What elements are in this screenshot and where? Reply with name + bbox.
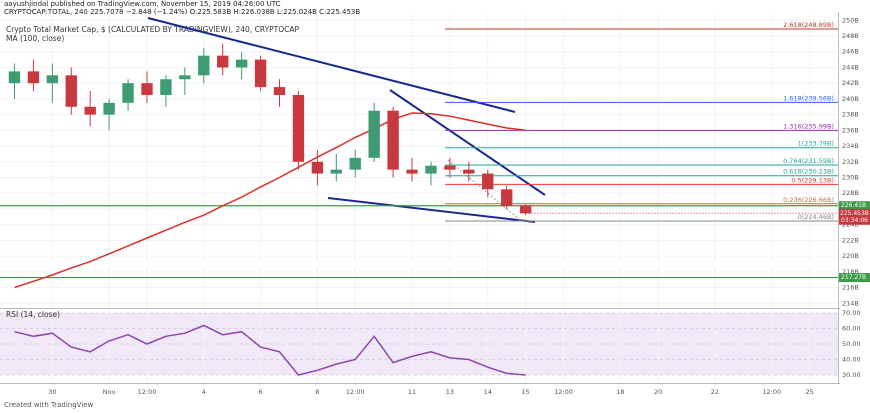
candle-body [501, 189, 513, 206]
footer-box [2, 400, 38, 410]
y-tick-label: 240B [842, 95, 859, 103]
grid [0, 14, 838, 383]
x-tick-label: 12:00 [762, 388, 781, 396]
rsi-tick-label: 40.00 [842, 355, 861, 363]
x-tick-label: 4 [202, 388, 206, 396]
fib-label: 1.316(235.99B) [783, 122, 834, 130]
rsi-tick-label: 70.00 [842, 309, 861, 317]
candle-body [311, 161, 324, 174]
trend-line [147, 17, 516, 113]
candle-body [292, 94, 305, 162]
candle-body [217, 55, 229, 68]
ma-legend: MA (100, close) [6, 34, 64, 43]
candle-body [463, 169, 475, 174]
fib-label: 0.764(231.59B) [783, 157, 834, 165]
y-tick-label: 230B [842, 174, 859, 182]
price-tag [839, 201, 870, 211]
trend-line [389, 89, 546, 196]
y-tick-label: 214B [842, 299, 859, 307]
candle-body [160, 79, 172, 95]
y-tick-label: 242B [842, 79, 859, 87]
countdown: 03:34:06 [841, 217, 868, 224]
x-tick-label: 13 [446, 388, 454, 396]
fib-label: 1(233.79B) [798, 140, 834, 148]
x-tick-label: 30 [48, 388, 56, 396]
y-tick-label: 246B [842, 48, 859, 56]
x-tick-label: 6 [259, 388, 263, 396]
candle-body [330, 169, 342, 174]
fib-label: 0.618(230.23B) [783, 168, 834, 176]
candle-body [84, 106, 96, 115]
y-tick-label: 248B [842, 32, 859, 40]
x-tick-label: 14 [484, 388, 492, 396]
y-tick-label: 238B [842, 111, 859, 119]
x-tick-label: 8 [315, 388, 319, 396]
x-tick-label: 20 [654, 388, 662, 396]
price-tag-label: 225.453B [840, 210, 869, 217]
price-tag [839, 273, 870, 283]
candle-body [254, 59, 267, 88]
candle-body [198, 55, 210, 76]
candle-body [349, 157, 361, 170]
y-tick-label: 250B [842, 16, 859, 24]
ma-line [14, 112, 526, 289]
candle-body [273, 87, 286, 95]
candle-body [387, 110, 399, 170]
x-tick-label: 22 [711, 388, 719, 396]
y-tick-label: 228B [842, 189, 859, 197]
y-tick-label: 236B [842, 126, 859, 134]
rsi-tick-label: 30.00 [842, 371, 861, 379]
fib-label: 0.5(229.13B) [791, 176, 834, 184]
candle-body [46, 75, 59, 84]
fib-label: 2.618(248.89B) [783, 21, 834, 29]
chart-title: Crypto Total Market Cap, $ (CALCULATED B… [6, 25, 300, 34]
y-tick-label: 244B [842, 63, 859, 71]
candle-body [122, 83, 134, 103]
candle-body [406, 169, 418, 174]
rsi-tick-label: 60.00 [842, 325, 861, 333]
y-tick-label: 216B [842, 284, 859, 292]
x-tick-label: 12:00 [346, 388, 365, 396]
footer: Created with TradingView [4, 401, 94, 409]
candle-body [8, 71, 21, 84]
candle-body [65, 75, 77, 107]
fib-label: 0(224.46B) [798, 213, 834, 221]
candle-body [141, 83, 153, 95]
x-tick-label: 15 [521, 388, 529, 396]
candle-body [519, 205, 532, 214]
candle-body [27, 71, 40, 84]
rsi-line [14, 324, 526, 376]
symbol-line: CRYPTOCAP:TOTAL, 240 225.7078 −2.848 (−1… [4, 8, 360, 16]
x-tick-label: 25 [805, 388, 813, 396]
x-tick-label: 12:00 [554, 388, 573, 396]
price-tag [839, 208, 870, 225]
candle-body [179, 75, 191, 80]
x-tick-label: 11 [408, 388, 416, 396]
published: aayushjindal published on TradingView.co… [4, 0, 281, 8]
candle-body [425, 165, 437, 174]
y-tick-label: 232B [842, 158, 859, 166]
rsi-legend: RSI (14, close) [6, 310, 60, 319]
rsi-tick-label: 50.00 [842, 340, 861, 348]
candle-body [368, 110, 380, 158]
x-tick-label: Nov [103, 388, 116, 396]
trend-line [327, 197, 536, 223]
y-tick-label: 218B [842, 268, 859, 276]
fib-label: 0.236(226.66B) [783, 196, 834, 204]
y-tick-label: 220B [842, 252, 859, 260]
candle-body [235, 59, 248, 68]
candle-body [482, 173, 494, 190]
y-tick-label: 234B [842, 142, 859, 150]
y-tick-label: 222B [842, 236, 859, 244]
candle-body [444, 165, 456, 170]
fib-label: 1.618(239.56B) [783, 94, 834, 102]
candle-body [103, 102, 115, 115]
price-tag-label: 226.41B [841, 202, 866, 209]
x-tick-label: 12:00 [138, 388, 157, 396]
x-tick-label: 18 [616, 388, 624, 396]
price-tag-label: 217.27B [841, 274, 866, 281]
rsi-band [0, 313, 838, 375]
